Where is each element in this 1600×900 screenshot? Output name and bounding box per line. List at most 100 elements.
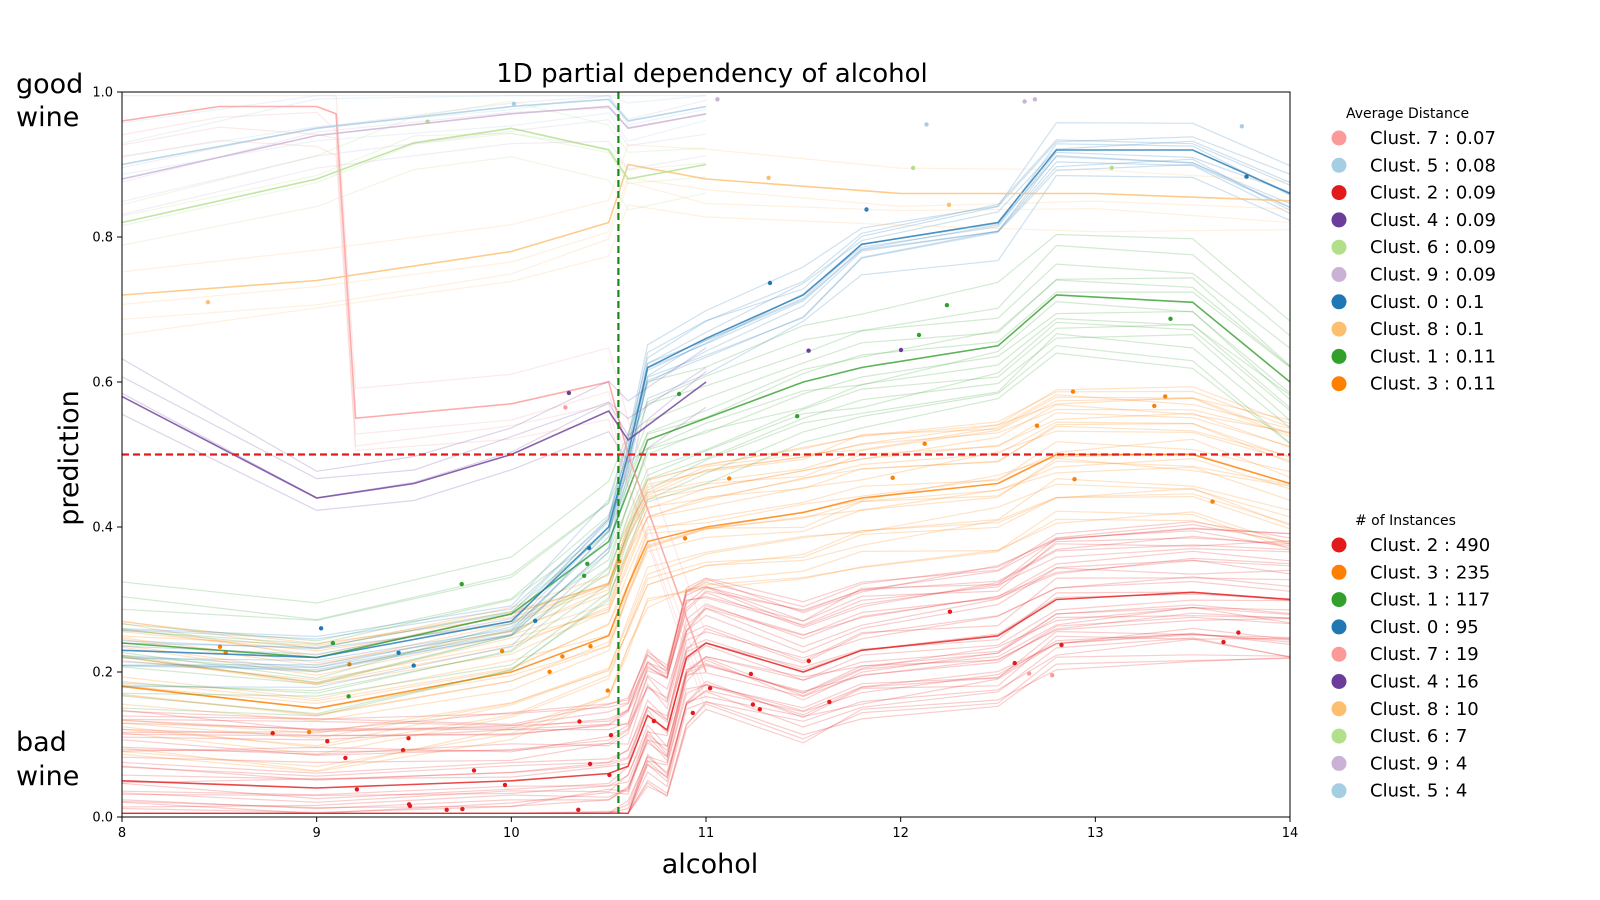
legend-label: Clust. 8 : 10 [1370, 699, 1479, 720]
x-tick-label: 12 [892, 826, 909, 841]
good-wine-label: good wine [16, 69, 83, 133]
legend-item: Clust. 5 : 0.08 [1331, 155, 1496, 176]
series-3-line [122, 457, 1290, 717]
series-2-point [587, 761, 593, 767]
series-1-point [944, 303, 950, 308]
series-0-point [586, 545, 592, 551]
series-1-line [122, 345, 1290, 715]
series-2-line [122, 523, 1290, 732]
series-0-line [122, 156, 1290, 668]
x-tick-label: 9 [313, 826, 321, 841]
series-2-line [122, 521, 1290, 720]
legend-instance-count: # of Instances Clust. 2 : 490 Clust. 3 : 2… [1331, 513, 1490, 802]
series-1-point [916, 332, 922, 338]
series-3-point [1070, 389, 1076, 394]
legend-marker [1331, 376, 1347, 392]
legend-average-distance: Average Distance Clust. 7 : 0.07 Clust. 5 … [1331, 106, 1496, 395]
legend-label: Clust. 7 : 19 [1370, 644, 1479, 665]
legend-marker [1331, 701, 1347, 717]
x-tick-label: 13 [1087, 826, 1104, 841]
series-0-line [122, 163, 1290, 671]
series-2-point [608, 733, 614, 738]
legend-label: Clust. 5 : 0.08 [1370, 155, 1496, 176]
series-3-line [122, 452, 1290, 700]
series-6-line [122, 156, 707, 246]
series-3-line [122, 495, 1290, 749]
series-2-point [947, 609, 953, 614]
series-2-point [444, 807, 449, 812]
series-3-main-line [122, 453, 1290, 710]
series-8-line [122, 204, 1290, 336]
x-tick-label: 8 [118, 826, 126, 841]
series-7-line [122, 94, 707, 635]
series-1-line [122, 300, 1290, 672]
legend-label: Clust. 5 : 4 [1370, 781, 1467, 802]
legend-marker [1331, 674, 1347, 689]
series-1-line [122, 310, 1290, 679]
series-2-line [122, 535, 1290, 731]
series-1-point [330, 640, 336, 646]
series-8-point [205, 300, 211, 305]
legend-item: Clust. 0 : 95 [1331, 617, 1479, 638]
series-2-line [122, 577, 1290, 774]
series-2-line [122, 627, 1290, 815]
legend-label: Clust. 3 : 0.11 [1370, 374, 1496, 395]
series-0-line [122, 158, 1290, 669]
series-6-line [122, 100, 707, 206]
series-9-group [122, 94, 1038, 216]
legend-label: Clust. 1 : 117 [1370, 590, 1490, 611]
series-9-line [122, 119, 707, 203]
series-2-line [122, 617, 1290, 810]
legend-label: Clust. 9 : 4 [1370, 753, 1467, 774]
series-7-point [1027, 671, 1032, 676]
series-3-line [122, 518, 1290, 768]
series-1-point [676, 391, 682, 397]
series-1-group [122, 233, 1290, 717]
series-3-line [122, 421, 1290, 681]
series-0-line [122, 136, 1290, 640]
series-5-group [122, 94, 1245, 175]
series-3-point [1210, 499, 1215, 504]
legend-label: Clust. 2 : 490 [1370, 535, 1490, 556]
legend-marker [1331, 646, 1347, 662]
series-2-group [122, 521, 1290, 815]
legend-label: Clust. 9 : 0.09 [1370, 265, 1496, 286]
series-2-line [122, 604, 1290, 803]
legend-label: Clust. 2 : 0.09 [1370, 183, 1496, 204]
legend-marker [1331, 294, 1347, 310]
series-1-line [122, 333, 1290, 692]
series-2-point [750, 702, 756, 707]
series-6-line [122, 132, 707, 217]
series-2-line [122, 615, 1290, 808]
y-tick-label: 0.6 [92, 376, 113, 391]
legend-item: Clust. 1 : 0.11 [1331, 346, 1496, 367]
series-1-line [122, 263, 1290, 622]
series-2-point [400, 748, 406, 753]
legend-marker [1331, 239, 1347, 255]
series-2-line [122, 530, 1290, 730]
x-tick-label: 11 [698, 826, 715, 841]
series-1-line [122, 233, 1290, 604]
legend-item: Clust. 3 : 0.11 [1331, 374, 1496, 395]
series-8-point [766, 175, 771, 180]
legend-item: Clust. 6 : 7 [1331, 726, 1467, 747]
series-2-point [748, 671, 754, 677]
series-3-line [122, 422, 1290, 686]
series-4-point [806, 348, 811, 353]
legend-item: Clust. 7 : 0.07 [1331, 128, 1496, 149]
series-1-line [122, 323, 1290, 685]
series-1-point [1168, 316, 1173, 321]
series-2-line [122, 528, 1290, 725]
series-1-line [122, 279, 1290, 645]
series-2-line [122, 576, 1290, 777]
legend-marker [1331, 130, 1347, 146]
series-8-line [122, 177, 1290, 306]
series-9-line [122, 94, 707, 169]
series-4-line [122, 347, 707, 472]
series-2-point [827, 699, 832, 705]
series-2-line [122, 591, 1290, 780]
series-3-point [560, 654, 565, 659]
series-7-line [122, 139, 707, 711]
legend-marker [1331, 157, 1347, 173]
